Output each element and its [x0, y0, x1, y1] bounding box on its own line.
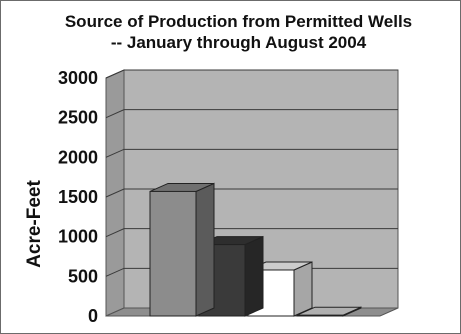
gridline	[105, 109, 398, 119]
gridline	[105, 228, 398, 238]
bar-side-face	[195, 182, 215, 317]
y-tick-label: 3000	[58, 68, 98, 88]
bar-front-face	[149, 190, 197, 317]
y-tick-label: 0	[88, 306, 98, 326]
y-tick-label: 2500	[58, 108, 98, 128]
bar-side-face	[244, 235, 264, 317]
gridline	[105, 188, 398, 198]
gridline	[105, 148, 398, 158]
bar-front-face	[296, 314, 344, 317]
bar	[149, 182, 215, 317]
bars-group	[149, 182, 362, 317]
bar-side-face	[293, 261, 313, 317]
y-axis-ticks: 3000 2500 2000 1500 1000 500 0	[58, 68, 98, 326]
y-tick-label: 1000	[58, 227, 98, 247]
chart-title: Source of Production from Permitted Well…	[64, 12, 413, 31]
bar	[296, 306, 362, 317]
y-tick-label: 1500	[58, 187, 98, 207]
y-tick-label: 2000	[58, 147, 98, 167]
gridline	[105, 69, 398, 79]
y-tick-label: 500	[68, 266, 98, 286]
chart-subtitle: -- January through August 2004	[110, 33, 367, 52]
y-axis-label: Acre-Feet	[24, 180, 45, 268]
